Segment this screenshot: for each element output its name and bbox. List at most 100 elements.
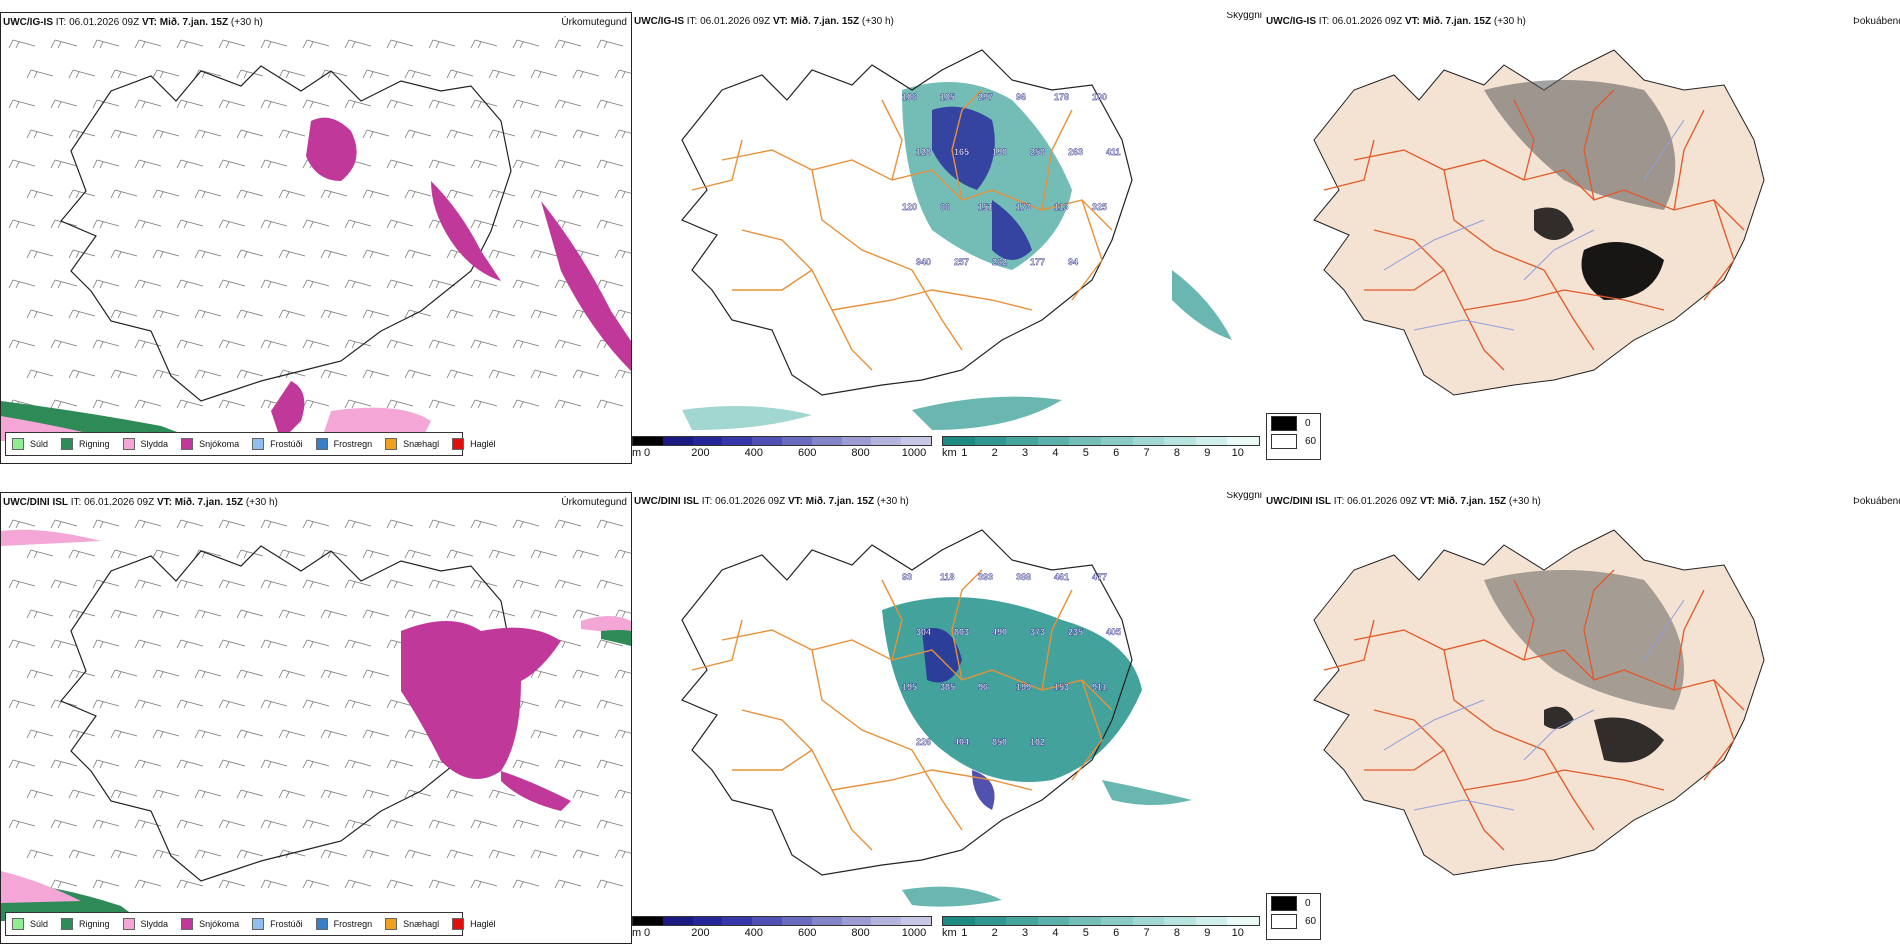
scale-tick: 1000	[901, 447, 927, 459]
snow-area	[271, 381, 305, 441]
product-title: Úrkomutegund	[561, 497, 627, 508]
scale-unit: km	[942, 447, 957, 459]
visibility-value-label: 257	[954, 257, 969, 267]
fog-index-panel-1: UWC/IG-IS IT: 06.01.2026 09Z VT: Mið. 7.…	[1264, 12, 1900, 464]
legend-item: Frostúði	[252, 918, 303, 930]
product-title: Skyggni	[1226, 492, 1262, 501]
legend-item: Súld	[12, 438, 48, 450]
legend-swatch	[12, 918, 24, 930]
visibility-values: 93 118 393 388 461 477 304 803 490 373 235 405 195 38…	[902, 572, 1121, 747]
legend-item: Slydda	[122, 918, 168, 930]
fog-legend-swatch	[1271, 433, 1297, 449]
legend-swatch	[61, 438, 74, 450]
visibility-value-label: 96	[1016, 92, 1026, 102]
product-title: Þokuábendi	[1853, 16, 1900, 27]
visibility-value-label: 262	[992, 257, 1007, 267]
legend-swatch	[252, 918, 265, 930]
visibility-value-label: 393	[978, 572, 993, 582]
panel-header: UWC/IG-IS IT: 06.01.2026 09Z VT: Mið. 7.…	[3, 17, 627, 28]
legend-label: Súld	[30, 439, 49, 449]
scale-tick: 1	[961, 447, 968, 459]
fog-legend-label: 0	[1305, 417, 1311, 429]
visibility-value-label: 102	[1030, 737, 1045, 747]
visibility-value-label: 411	[1106, 147, 1121, 157]
height-scale: m 0 200 400 600 800 1000	[632, 916, 932, 940]
scale-tick: 10	[1231, 447, 1244, 459]
fog-legend: 0 60	[1266, 893, 1321, 940]
legend-item: Snæhagl	[385, 918, 439, 930]
visibility-scale: km 1 2 3 4 5 6 7 8 9 10	[942, 436, 1260, 460]
fog-legend-item: 60	[1267, 912, 1320, 930]
scale-tick: 400	[744, 447, 763, 459]
visibility-value-label: 93	[902, 572, 912, 582]
visibility-value-label: 404	[954, 737, 969, 747]
scale-tick: 4	[1052, 447, 1059, 459]
visibility-value-label: 325	[1092, 202, 1107, 212]
road-network	[1323, 89, 1745, 371]
fog-legend: 0 60	[1266, 413, 1321, 460]
legend-label: Frostúði	[270, 439, 303, 449]
precip-map	[1, 519, 631, 921]
scale-tick: 1	[961, 927, 968, 939]
scale-tick: 400	[744, 927, 763, 939]
scale-unit: m	[632, 927, 642, 939]
legend-swatch	[315, 438, 328, 450]
legend-item: Snæhagl	[385, 438, 439, 450]
road-network	[691, 569, 1113, 851]
legend-label: Frostúði	[270, 919, 303, 929]
legend-swatch	[452, 438, 465, 450]
scale-tick: 5	[1082, 927, 1089, 939]
height-scale: m 0 200 400 600 800 1000	[632, 436, 932, 460]
scale-tick: 0	[643, 447, 651, 459]
panel-header: UWC/IG-IS IT: 06.01.2026 09Z VT: Mið. 7.…	[634, 12, 1262, 27]
visibility-value-label: 911	[1092, 682, 1107, 692]
fog-legend-swatch	[1271, 415, 1297, 431]
fog-legend-label: 60	[1305, 435, 1317, 447]
legend-swatch	[12, 438, 24, 450]
visibility-value-label: 195	[902, 682, 917, 692]
legend-item: Snjókoma	[181, 438, 239, 450]
legend-label: Frostregn	[333, 439, 373, 449]
visibility-value-label: 128	[916, 147, 931, 157]
panel-header: UWC/DINI ISL IT: 06.01.2026 09Z VT: Mið.…	[1266, 496, 1900, 507]
scale-tick: 3	[1021, 927, 1029, 939]
visibility-value-label: 105	[940, 92, 955, 102]
scale-tick: 200	[691, 927, 710, 939]
visibility-value-label: 297	[978, 92, 993, 102]
wind-barbs	[8, 519, 631, 889]
visibility-value-label: 94	[1068, 257, 1078, 267]
visibility-value-label: 153	[1054, 682, 1069, 692]
scale-unit: m	[632, 447, 642, 459]
legend-item: Frostúði	[252, 438, 303, 450]
scale-tick: 600	[798, 447, 817, 459]
scale-tick: 6	[1113, 927, 1120, 939]
rivers	[1383, 119, 1685, 331]
precip-legend: Súld Rigning Slydda Snjókoma Frostúði Frostre…	[5, 432, 496, 456]
visibility-value-label: 178	[1054, 92, 1069, 102]
scale-tick: 800	[851, 927, 870, 939]
legend-swatch	[122, 438, 135, 450]
legend-label: Snjókoma	[199, 439, 240, 449]
visibility-scale: km 1 2 3 4 5 6 7 8 9 10	[942, 916, 1260, 940]
visibility-panel-1: UWC/IG-IS IT: 06.01.2026 09Z VT: Mið. 7.…	[632, 12, 1264, 464]
rivers	[1383, 599, 1685, 811]
fog-legend-item: 0	[1267, 894, 1320, 912]
fog-legend-item: 0	[1267, 414, 1320, 432]
scale-tick: 7	[1143, 447, 1150, 459]
road-network	[1323, 569, 1745, 851]
legend-item: Haglél	[452, 918, 496, 930]
fog-legend-swatch	[1271, 895, 1297, 911]
scale-unit: km	[942, 927, 957, 939]
visibility-map: 93 118 393 388 461 477 304 803 490 373 235 405 195 38…	[681, 529, 1192, 907]
fog-legend-label: 60	[1305, 915, 1317, 927]
visibility-value-label: 190	[992, 147, 1007, 157]
visibility-value-label: 66	[940, 202, 950, 212]
visibility-value-label: 405	[1106, 627, 1121, 637]
legend-item: Slydda	[122, 438, 168, 450]
legend-swatch	[122, 918, 135, 930]
iceland-coastline	[681, 49, 1133, 396]
panel-header: UWC/DINI ISL IT: 06.01.2026 09Z VT: Mið.…	[3, 497, 627, 508]
precip-map	[1, 39, 631, 441]
fog-legend-item: 60	[1267, 432, 1320, 450]
legend-label: Snæhagl	[403, 919, 440, 929]
